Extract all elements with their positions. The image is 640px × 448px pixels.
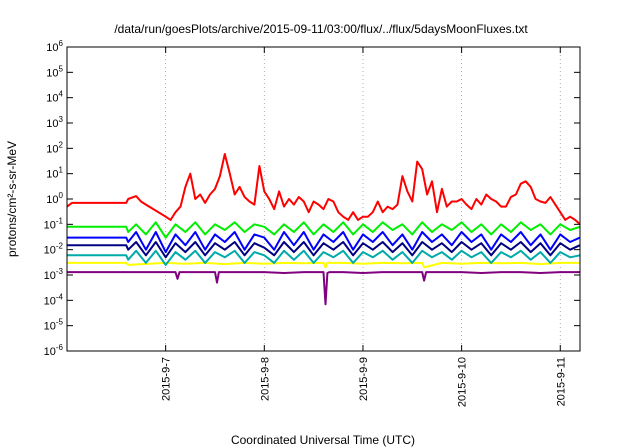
y-tick-label: 10-2 — [44, 242, 64, 257]
y-tick-label: 10-5 — [44, 318, 64, 333]
y-tick-exponent: 2 — [59, 140, 64, 149]
y-axis: 10-610-510-410-310-210-11001011021031041… — [44, 39, 580, 358]
series-line-1 — [67, 221, 581, 239]
y-tick-label: 100 — [46, 191, 63, 206]
x-axis-label: Coordinated Universal Time (UTC) — [231, 433, 415, 447]
x-tick-label: 2015-9-10 — [457, 357, 469, 407]
y-tick-exponent: 1 — [59, 166, 64, 175]
y-tick-base: 10 — [46, 169, 58, 181]
y-tick-label: 106 — [46, 39, 63, 54]
y-tick-base: 10 — [44, 295, 56, 307]
y-tick-exponent: -2 — [56, 242, 64, 251]
x-axis: 2015-9-7 2015-9-8 2015-9-9 2015-9-10 2015-9-… — [161, 47, 567, 407]
y-tick-exponent: 0 — [59, 191, 64, 200]
grid-lines — [165, 47, 561, 351]
series-line-0 — [66, 153, 581, 226]
y-tick-base: 10 — [44, 219, 56, 231]
y-tick-exponent: 5 — [59, 64, 64, 73]
y-tick-label: 10-1 — [44, 216, 64, 231]
y-tick-base: 10 — [46, 194, 58, 206]
y-tick-base: 10 — [44, 321, 56, 333]
y-tick-base: 10 — [46, 118, 58, 130]
y-tick-base: 10 — [46, 67, 58, 79]
y-tick-base: 10 — [44, 270, 56, 282]
y-tick-label: 10-6 — [44, 343, 64, 358]
series-line-5 — [67, 261, 580, 269]
y-tick-label: 105 — [46, 64, 63, 79]
chart-title: /data/run/goesPlots/archive/2015-09-11/0… — [114, 22, 528, 36]
y-tick-exponent: -4 — [56, 292, 64, 301]
x-tick-label: 2015-9-8 — [259, 357, 271, 401]
y-tick-exponent: -5 — [56, 318, 64, 327]
x-tick-label: 2015-9-9 — [358, 357, 370, 401]
plot-frame — [66, 46, 581, 352]
series-line-4 — [67, 249, 581, 266]
y-tick-base: 10 — [46, 143, 58, 155]
y-axis-label: protons/cm²-s-sr-MeV — [5, 141, 19, 257]
y-tick-label: 10-4 — [44, 292, 64, 307]
y-tick-base: 10 — [46, 93, 58, 105]
y-tick-label: 104 — [46, 90, 63, 105]
y-tick-label: 101 — [46, 166, 63, 181]
y-tick-exponent: -6 — [56, 343, 64, 352]
y-tick-base: 10 — [46, 42, 58, 54]
y-tick-base: 10 — [44, 245, 56, 257]
y-tick-base: 10 — [44, 346, 56, 358]
x-tick-label: 2015-9-7 — [161, 357, 173, 401]
series-layer — [66, 153, 581, 306]
y-tick-exponent: 3 — [59, 115, 64, 124]
y-tick-label: 102 — [46, 140, 63, 155]
series-line-3 — [67, 241, 581, 259]
y-tick-label: 10-3 — [44, 267, 64, 282]
series-line-6 — [67, 271, 580, 306]
y-tick-exponent: -1 — [56, 216, 64, 225]
y-tick-label: 103 — [46, 115, 63, 130]
y-tick-exponent: -3 — [56, 267, 64, 276]
y-tick-exponent: 4 — [59, 90, 64, 99]
y-tick-exponent: 6 — [59, 39, 64, 48]
series-line-2 — [67, 231, 581, 254]
x-tick-label: 2015-9-11 — [555, 357, 567, 406]
